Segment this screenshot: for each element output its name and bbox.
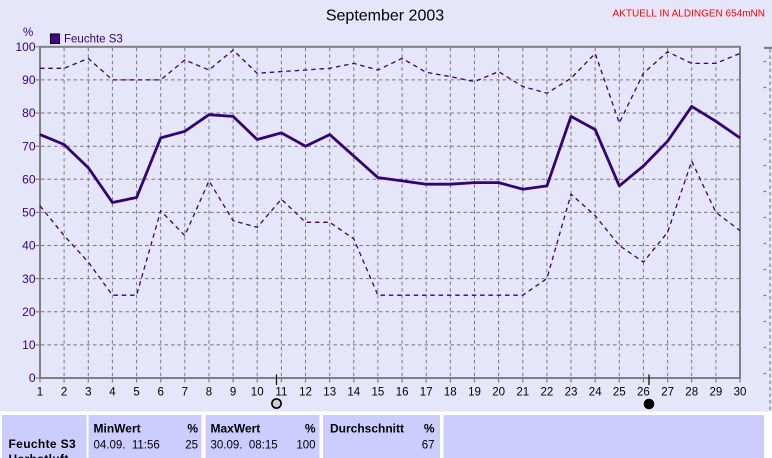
svg-text:20: 20 (492, 387, 505, 399)
svg-text:50: 50 (22, 206, 36, 220)
svg-text:29: 29 (710, 387, 723, 399)
svg-text:13: 13 (323, 387, 336, 399)
svg-text:28: 28 (685, 387, 698, 399)
svg-text:8: 8 (206, 387, 212, 399)
svg-text:21: 21 (516, 387, 529, 399)
svg-text:6: 6 (157, 387, 163, 399)
svg-text:30: 30 (22, 272, 36, 286)
svg-text:11: 11 (275, 387, 287, 399)
svg-text:5: 5 (133, 387, 139, 399)
svg-text:67: 67 (422, 440, 435, 452)
svg-text:60: 60 (22, 173, 36, 187)
svg-text:MinWert: MinWert (94, 422, 141, 436)
svg-text:20: 20 (22, 305, 36, 319)
svg-text:100: 100 (296, 440, 315, 452)
svg-text:September 2003: September 2003 (326, 8, 444, 25)
svg-text:%: % (23, 27, 33, 39)
svg-text:9: 9 (230, 387, 236, 399)
svg-text:30: 30 (734, 387, 747, 399)
svg-text:1: 1 (37, 387, 43, 399)
svg-text:26: 26 (637, 387, 650, 399)
svg-text:70: 70 (22, 139, 36, 153)
svg-text:3: 3 (85, 387, 91, 399)
svg-text:18: 18 (444, 387, 457, 399)
svg-text:22: 22 (541, 387, 554, 399)
svg-text:80: 80 (22, 106, 36, 120)
svg-text:100: 100 (15, 40, 35, 54)
svg-text:%: % (187, 422, 198, 436)
svg-text:Feuchte S3: Feuchte S3 (64, 34, 123, 46)
svg-text:30.09. 08:15: 30.09. 08:15 (211, 440, 278, 452)
svg-text:15: 15 (372, 387, 385, 399)
svg-text:10: 10 (251, 387, 264, 399)
svg-text:17: 17 (420, 387, 433, 399)
svg-text:10: 10 (22, 338, 36, 352)
svg-text:%: % (424, 422, 435, 436)
svg-text:4: 4 (109, 387, 116, 399)
svg-text:%: % (305, 422, 316, 436)
svg-text:16: 16 (396, 387, 409, 399)
svg-text:25: 25 (613, 387, 626, 399)
svg-text:14: 14 (347, 387, 360, 399)
svg-text:Feuchte S3: Feuchte S3 (9, 437, 77, 451)
svg-text:0: 0 (29, 371, 36, 385)
svg-text:23: 23 (565, 387, 578, 399)
svg-text:Durchschnitt: Durchschnitt (330, 422, 404, 436)
svg-text:7: 7 (182, 387, 188, 399)
svg-text:19: 19 (468, 387, 481, 399)
svg-text:2: 2 (61, 387, 67, 399)
svg-text:04.09. 11:56: 04.09. 11:56 (94, 440, 160, 452)
svg-text:25: 25 (185, 440, 198, 452)
svg-text:Herbstluft: Herbstluft (9, 452, 69, 458)
svg-text:90: 90 (22, 73, 36, 87)
svg-text:24: 24 (589, 387, 602, 399)
svg-text:MaxWert: MaxWert (211, 422, 261, 436)
svg-text:27: 27 (661, 387, 674, 399)
svg-text:AKTUELL IN ALDINGEN 654mNN: AKTUELL IN ALDINGEN 654mNN (613, 9, 765, 20)
svg-text:40: 40 (22, 239, 36, 253)
svg-text:12: 12 (299, 387, 312, 399)
